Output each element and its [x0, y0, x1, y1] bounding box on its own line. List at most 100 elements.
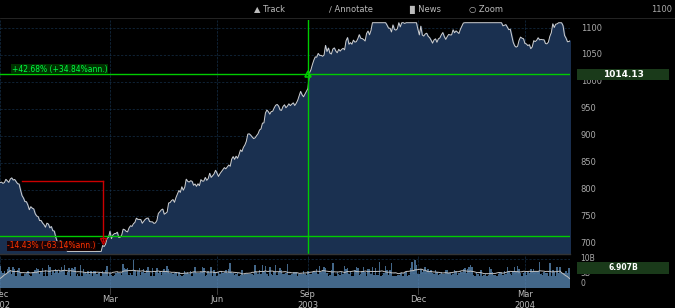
Bar [460, 271, 461, 288]
Bar [11, 274, 12, 288]
Bar [147, 267, 148, 288]
Bar [99, 272, 101, 288]
Bar [222, 273, 223, 288]
Bar [122, 264, 124, 288]
Bar [187, 272, 188, 288]
Bar [479, 276, 480, 288]
Bar [344, 266, 346, 288]
Bar [406, 273, 407, 288]
Bar [16, 276, 17, 288]
Bar [370, 274, 372, 288]
Bar [531, 271, 533, 288]
Text: 1000: 1000 [580, 77, 601, 87]
Bar [292, 272, 294, 288]
Bar [279, 268, 281, 288]
Bar [188, 274, 190, 288]
FancyBboxPatch shape [576, 262, 669, 274]
Bar [95, 271, 96, 288]
Bar [163, 269, 165, 288]
Bar [130, 273, 131, 288]
Bar [203, 268, 205, 288]
Bar [315, 272, 316, 288]
Bar [165, 271, 167, 288]
Bar [539, 262, 540, 288]
Bar [524, 272, 526, 288]
Bar [382, 275, 383, 288]
Bar [545, 273, 546, 288]
Bar [510, 274, 511, 288]
Bar [329, 275, 331, 288]
Bar [87, 271, 88, 288]
Text: Jun: Jun [211, 295, 223, 305]
Bar [250, 274, 252, 288]
Bar [389, 270, 391, 288]
Text: ▊ News: ▊ News [409, 5, 441, 14]
Bar [237, 273, 238, 288]
Bar [316, 269, 317, 288]
Bar [483, 275, 485, 288]
Bar [507, 267, 508, 288]
Bar [298, 274, 300, 288]
Bar [111, 275, 112, 288]
Bar [27, 270, 28, 288]
Bar [361, 271, 363, 288]
Bar [200, 272, 202, 288]
Bar [564, 273, 565, 288]
Bar [327, 276, 329, 288]
Bar [296, 272, 297, 288]
Bar [244, 274, 246, 288]
Bar [285, 273, 287, 288]
Bar [489, 267, 491, 288]
Text: +42.68% (+34.84%ann.): +42.68% (+34.84%ann.) [11, 65, 107, 74]
Bar [354, 270, 356, 288]
Bar [3, 271, 5, 288]
Bar [80, 265, 82, 288]
Text: ∕ Annotate: ∕ Annotate [329, 5, 373, 14]
Bar [171, 273, 172, 288]
Bar [228, 269, 230, 288]
Bar [76, 276, 77, 288]
Bar [52, 271, 53, 288]
Bar [400, 273, 401, 288]
Bar [457, 275, 458, 288]
Bar [58, 273, 59, 288]
Bar [223, 272, 225, 288]
Bar [106, 266, 108, 288]
Bar [131, 274, 133, 288]
Bar [261, 274, 262, 288]
Bar [28, 275, 30, 288]
Bar [118, 274, 119, 288]
Bar [322, 270, 323, 288]
Bar [51, 275, 52, 288]
Bar [102, 271, 103, 288]
Bar [74, 267, 76, 288]
Bar [471, 267, 473, 288]
Bar [181, 276, 182, 288]
Bar [33, 273, 34, 288]
Bar [153, 276, 155, 288]
Bar [221, 271, 222, 288]
Bar [67, 272, 68, 288]
Bar [216, 276, 218, 288]
Bar [346, 269, 347, 288]
Bar [294, 272, 296, 288]
Bar [236, 274, 237, 288]
Text: 5B: 5B [580, 269, 591, 278]
Bar [347, 268, 348, 288]
Bar [5, 274, 7, 288]
Bar [83, 269, 84, 288]
Bar [97, 274, 99, 288]
Bar [383, 273, 385, 288]
Bar [414, 260, 416, 288]
Bar [445, 270, 446, 288]
Bar [142, 272, 143, 288]
Bar [227, 274, 228, 288]
Bar [0, 266, 1, 288]
Bar [17, 270, 18, 288]
Bar [190, 271, 191, 288]
Bar [12, 267, 14, 288]
Bar [113, 275, 115, 288]
Bar [96, 274, 97, 288]
Bar [78, 276, 80, 288]
Bar [448, 273, 450, 288]
